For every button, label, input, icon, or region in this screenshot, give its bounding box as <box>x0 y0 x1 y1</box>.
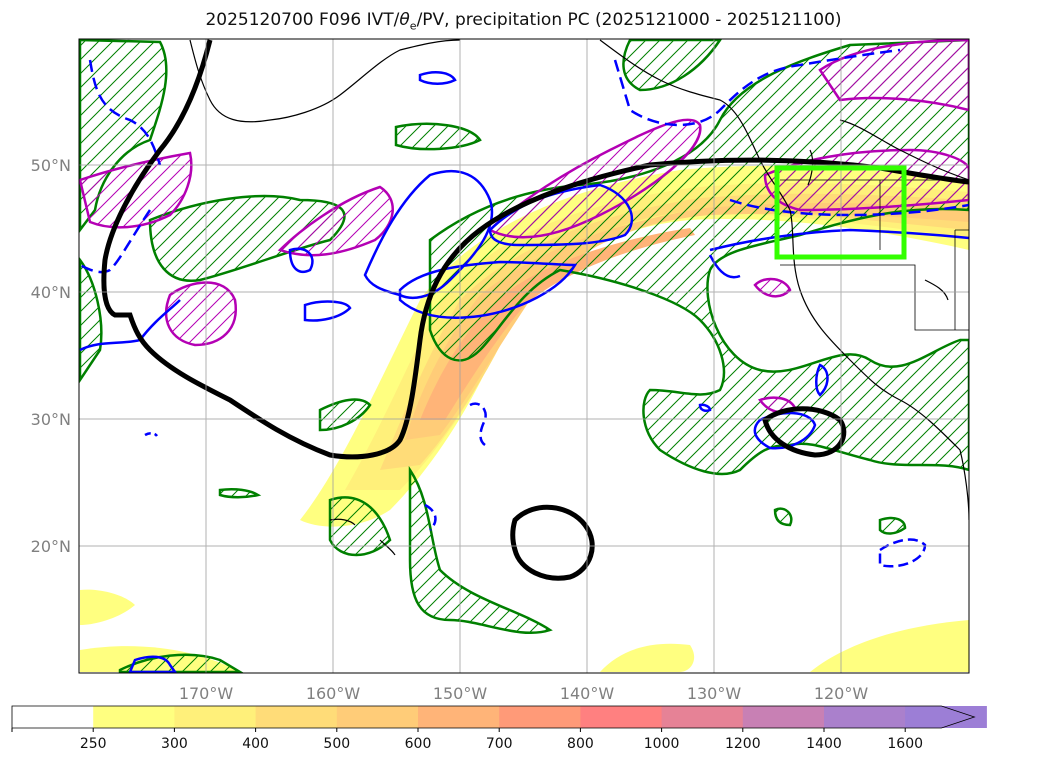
colorbar-tick-label: 500 <box>323 736 350 752</box>
lat-labels: 50°N 40°N 30°N 20°N <box>31 156 71 556</box>
lon-label-140w: 140°W <box>560 684 615 703</box>
colorbar-tick-label: 700 <box>486 736 513 752</box>
colorbar-segment <box>824 706 906 728</box>
colorbar-segment <box>742 706 825 728</box>
colorbar-tick-label: 600 <box>405 736 432 752</box>
ivt-contours <box>101 39 969 581</box>
lon-label-120w: 120°W <box>814 684 869 703</box>
colorbar-segment <box>255 706 338 728</box>
colorbar-outline <box>11 705 976 729</box>
map-content <box>79 39 969 673</box>
colorbar-segment <box>580 706 663 728</box>
lon-label-160w: 160°W <box>306 684 361 703</box>
precip-box <box>774 165 907 260</box>
lon-labels: 170°W 160°W 150°W 140°W 130°W 120°W <box>179 684 869 703</box>
precip-hatch <box>79 39 969 673</box>
colorbar-tick-label: 1200 <box>725 736 761 752</box>
colorbar-segment <box>661 706 744 728</box>
colorbar-segment <box>12 706 94 728</box>
gridlines <box>79 39 969 673</box>
lon-label-170w: 170°W <box>179 684 234 703</box>
colorbar-segment <box>174 706 257 728</box>
lat-label-20: 20°N <box>31 537 71 556</box>
lat-label-40: 40°N <box>31 283 71 302</box>
colorbar-segment <box>336 706 419 728</box>
lat-label-30: 30°N <box>31 410 71 429</box>
colorbar-tick-label: 1400 <box>806 736 842 752</box>
colorbar-tick-label: 800 <box>567 736 594 752</box>
colorbar-segment <box>93 706 175 728</box>
colorbar-tick-label: 300 <box>161 736 188 752</box>
colorbar-tick-label: 400 <box>242 736 269 752</box>
colorbar-tick-label: 1000 <box>644 736 680 752</box>
state-borders <box>780 179 969 331</box>
lat-label-50: 50°N <box>31 156 71 175</box>
colorbar-tick-label: 250 <box>80 736 107 752</box>
colorbar-tick-label: 1600 <box>887 736 923 752</box>
map-title: 2025120700 F096 IVT/θe/PV, precipitation… <box>205 10 842 33</box>
colorbar: 250 300 400 500 600 700 800 1000 1200 1400 1600 <box>11 705 987 752</box>
map-frame <box>78 38 970 674</box>
lon-label-130w: 130°W <box>687 684 742 703</box>
lon-label-150w: 150°W <box>433 684 488 703</box>
colorbar-segment <box>499 706 581 728</box>
colorbar-segment <box>418 706 500 728</box>
